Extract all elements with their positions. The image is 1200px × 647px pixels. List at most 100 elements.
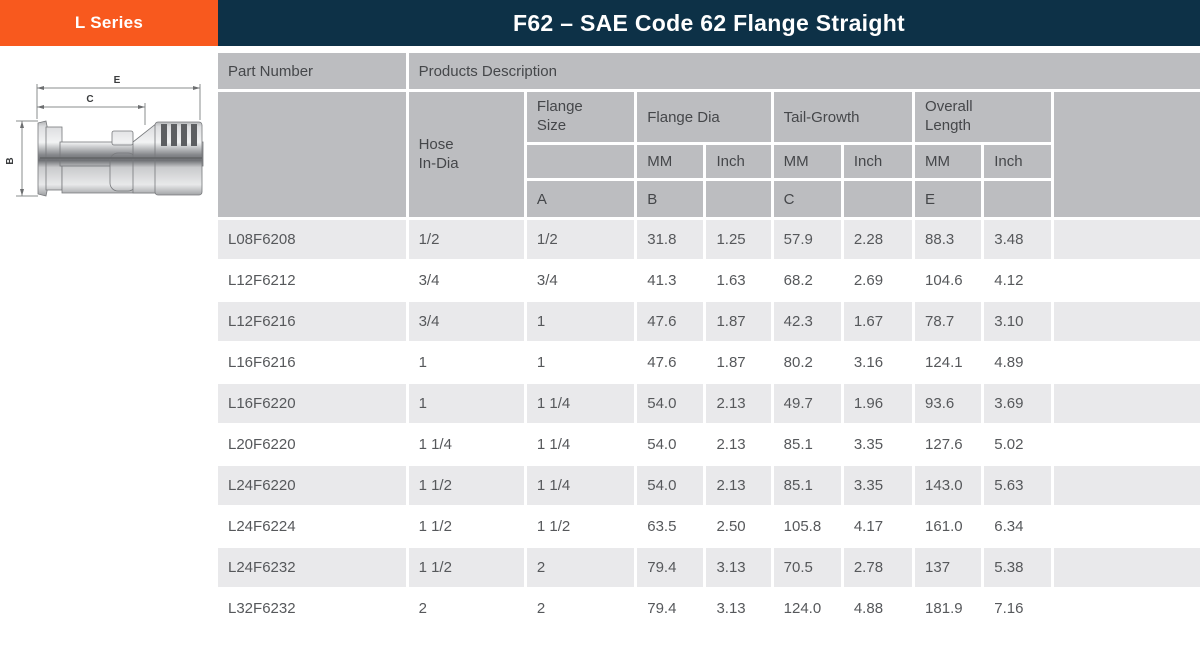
header-row-1: Part Number Products Description [215,50,1200,92]
spacer-cell [1051,259,1200,302]
value-cell: 4.89 [981,341,1055,384]
header-row-2: Hose In-Dia Flange Size Flange Dia Tail-… [215,89,1200,220]
value-cell: 80.2 [770,341,844,384]
value-cell: 1 1/2 [405,546,527,589]
value-cell: 1 [523,300,638,343]
value-cell: 1/2 [405,217,527,261]
unit-header-overall-length-inch: Inch [981,142,1055,181]
series-badge: L Series [0,0,218,46]
value-cell: 2 [523,587,638,630]
value-cell: 2.28 [840,217,916,261]
spacer-cell [1051,587,1200,630]
value-cell: 41.3 [634,259,707,302]
value-cell: 1.87 [703,300,774,343]
value-cell: 2.13 [703,464,774,507]
value-cell: 49.7 [770,382,844,425]
table-row: L12F6212 3/4 3/4 41.3 1.63 68.2 2.69 104.6 4.12 [215,259,1200,302]
value-cell: 3/4 [405,259,527,302]
part-number-cell: L16F6220 [215,382,409,425]
value-cell: 88.3 [912,217,985,261]
value-cell: 2 [405,587,527,630]
header-row-3: MM Inch MM Inch MM Inch [217,142,1200,181]
value-cell: 124.1 [912,341,985,384]
value-cell: 1.63 [703,259,774,302]
title-bar: F62 – SAE Code 62 Flange Straight [218,0,1200,46]
dimension-b-lines [16,120,38,197]
dim-label-e: E [114,75,121,86]
value-cell: 3.13 [703,546,774,589]
col-header-tail-growth: Tail-Growth [770,89,916,145]
spacer-cell [1051,505,1200,548]
value-cell: 4.12 [981,259,1055,302]
value-cell: 93.6 [912,382,985,425]
dim-label-b: B [5,157,16,164]
value-cell: 1 [523,341,638,384]
table-row: L20F6220 1 1/4 1 1/4 54.0 2.13 85.1 3.35 127.6 5… [215,423,1200,466]
table-row: L32F6232 2 2 79.4 3.13 124.0 4.88 181.9 7.16 [215,587,1200,630]
value-cell: 1.96 [840,382,916,425]
header-row-4: A B C E [217,178,1200,220]
value-cell: 1.67 [840,300,916,343]
value-cell: 31.8 [634,217,707,261]
value-cell: 3.35 [840,464,916,507]
value-cell: 2.78 [840,546,916,589]
table-row: L12F6216 3/4 1 47.6 1.87 42.3 1.67 78.7 3.10 [215,300,1200,343]
value-cell: 137 [912,546,985,589]
value-cell: 1 1/4 [405,423,527,466]
spacer-cell [1051,341,1200,384]
unit-header-flange-dia-mm: MM [634,142,707,181]
part-number-cell: L24F6232 [215,546,409,589]
value-cell: 68.2 [770,259,844,302]
value-cell: 3/4 [523,259,638,302]
col-header-flange-size: Flange Size [523,89,638,145]
value-cell: 1 1/2 [523,505,638,548]
value-cell: 1 [405,341,527,384]
value-cell: 3.48 [981,217,1055,261]
value-cell: 3.16 [840,341,916,384]
letter-header-b: B [634,178,707,220]
value-cell: 4.88 [840,587,916,630]
value-cell: 85.1 [770,464,844,507]
value-cell: 3/4 [405,300,527,343]
value-cell: 161.0 [912,505,985,548]
value-cell: 3.13 [703,587,774,630]
letter-spacer-1 [703,178,774,220]
table-body: L08F6208 1/2 1/2 31.8 1.25 57.9 2.28 88.3 3.48 L1… [215,217,1200,630]
value-cell: 1 1/4 [523,382,638,425]
value-cell: 124.0 [770,587,844,630]
value-cell: 54.0 [634,382,707,425]
series-badge-label: L Series [74,13,144,32]
letter-header-e: E [912,178,985,220]
value-cell: 85.1 [770,423,844,466]
spec-table-container: Part Number Products Description Hose In… [215,50,1200,630]
part-number-cell: L12F6212 [215,259,409,302]
value-cell: 42.3 [770,300,844,343]
fitting-diagram: E C B [0,53,218,238]
value-cell: 79.4 [634,546,707,589]
part-number-cell: L08F6208 [215,217,409,261]
header-spacer-part-number [215,89,409,220]
dimension-c-lines [37,103,146,125]
value-cell: 2.69 [840,259,916,302]
value-cell: 1 [405,382,527,425]
table-row: L08F6208 1/2 1/2 31.8 1.25 57.9 2.28 88.3 3.48 [215,217,1200,261]
table-row: L16F6216 1 1 47.6 1.87 80.2 3.16 124.1 4.89 [215,341,1200,384]
value-cell: 79.4 [634,587,707,630]
value-cell: 1/2 [523,217,638,261]
value-cell: 4.17 [840,505,916,548]
page-title: F62 – SAE Code 62 Flange Straight [512,9,906,36]
part-number-cell: L24F6220 [215,464,409,507]
value-cell: 1 1/4 [523,423,638,466]
value-cell: 78.7 [912,300,985,343]
fitting-diagram-svg: E C B [5,75,204,197]
value-cell: 2.13 [703,423,774,466]
dim-label-c: C [86,94,93,105]
table-row: L24F6232 1 1/2 2 79.4 3.13 70.5 2.78 137 5.38 [215,546,1200,589]
part-number-cell: L12F6216 [215,300,409,343]
part-number-cell: L20F6220 [215,423,409,466]
value-cell: 47.6 [634,341,707,384]
value-cell: 63.5 [634,505,707,548]
value-cell: 7.16 [981,587,1055,630]
col-header-flange-dia: Flange Dia [634,89,774,145]
part-number-cell: L32F6232 [215,587,409,630]
